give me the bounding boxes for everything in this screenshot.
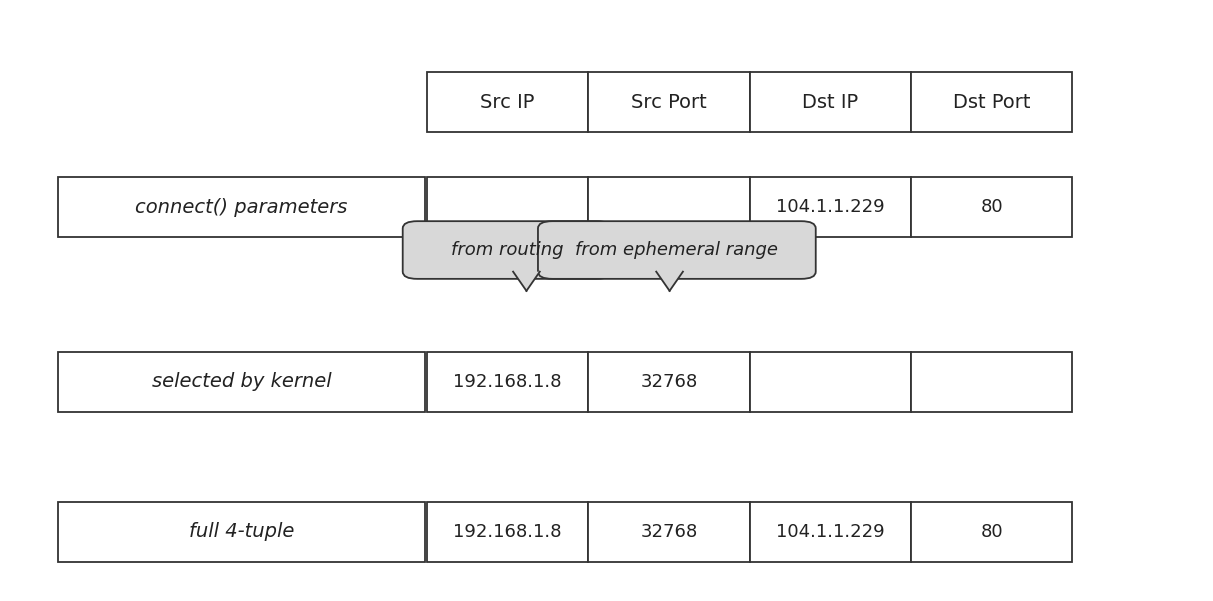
Text: 80: 80 [980,523,1003,541]
Bar [588,177,750,237]
Text: 104.1.1.229: 104.1.1.229 [776,198,884,216]
Bar [427,502,588,562]
FancyBboxPatch shape [403,221,611,279]
Bar [588,352,750,412]
Bar [750,72,911,132]
Text: from routing: from routing [451,241,563,259]
Bar [911,72,1072,132]
Polygon shape [513,272,540,291]
Text: from ephemeral range: from ephemeral range [575,241,779,259]
Bar [911,177,1072,237]
Polygon shape [656,272,683,291]
Bar [58,352,425,412]
Bar [911,352,1072,412]
Text: Dst Port: Dst Port [953,93,1030,112]
Bar [58,502,425,562]
Text: 32768: 32768 [640,523,697,541]
Text: 80: 80 [980,198,1003,216]
Bar [750,502,911,562]
Text: 192.168.1.8: 192.168.1.8 [454,523,562,541]
Bar [588,72,750,132]
Text: 104.1.1.229: 104.1.1.229 [776,523,884,541]
Bar [750,177,911,237]
Bar [750,352,911,412]
Bar [588,502,750,562]
Bar [427,177,588,237]
Text: selected by kernel: selected by kernel [152,372,331,391]
Text: full 4-tuple: full 4-tuple [189,522,294,542]
Bar [911,502,1072,562]
Text: 32768: 32768 [640,373,697,391]
Bar [58,177,425,237]
Bar [427,352,588,412]
Bar [427,72,588,132]
Text: 192.168.1.8: 192.168.1.8 [454,373,562,391]
Text: connect() parameters: connect() parameters [135,198,348,217]
Text: Src Port: Src Port [631,93,707,112]
FancyBboxPatch shape [539,221,816,279]
Text: Src IP: Src IP [480,93,535,112]
Text: Dst IP: Dst IP [802,93,859,112]
